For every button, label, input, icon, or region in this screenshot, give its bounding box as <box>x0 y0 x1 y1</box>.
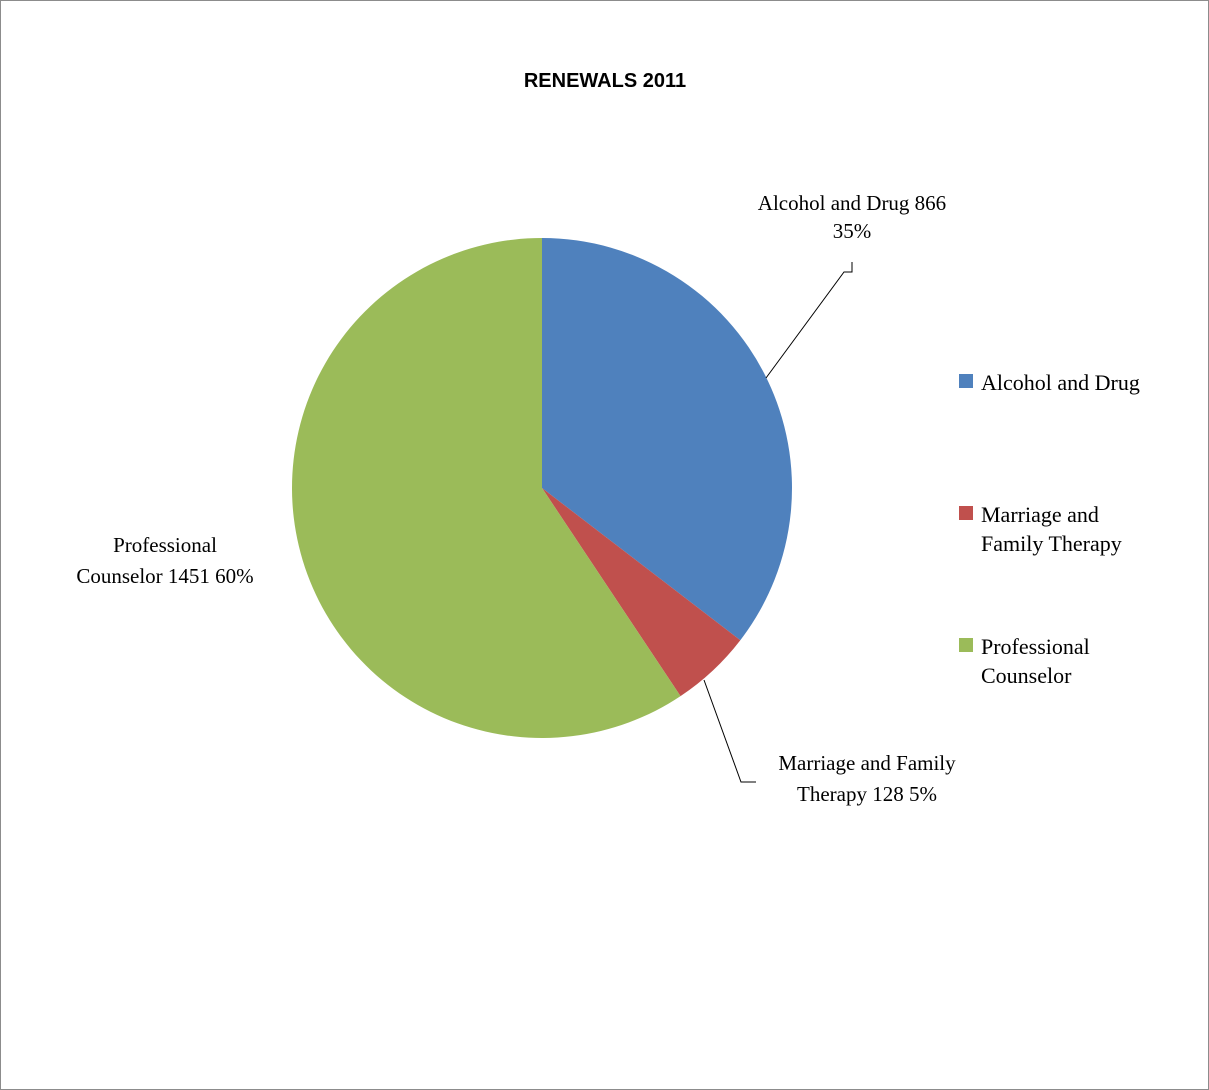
pie-slice-marriage-and-family-therapy <box>542 488 741 697</box>
pie-slice-professional-counselor <box>291 238 681 738</box>
legend-label-marriage-and-family-therapy: Marriage and Family Therapy <box>981 502 1122 556</box>
legend-label-alcohol-and-drug: Alcohol and Drug <box>981 370 1140 395</box>
legend-label-professional-counselor: Professional Counselor <box>981 634 1090 688</box>
leader-line-alcohol-and-drug <box>765 262 853 379</box>
data-label-professional-counselor: Professional Counselor 1451 60% <box>76 533 253 588</box>
pie-slice-alcohol-and-drug <box>542 238 792 641</box>
legend-swatch-professional-counselor <box>959 638 973 652</box>
pie-slices <box>291 238 792 738</box>
data-label-marriage-and-family-therapy: Marriage and Family Therapy 128 5% <box>778 751 956 806</box>
data-label-alcohol-and-drug: Alcohol and Drug 866 35% <box>758 191 946 243</box>
legend-swatch-marriage-and-family-therapy <box>959 506 973 520</box>
chart-title: RENEWALS 2011 <box>524 70 686 92</box>
leader-lines <box>703 262 853 783</box>
leader-line-marriage-and-family-therapy <box>703 679 756 783</box>
legend-swatch-alcohol-and-drug <box>959 374 973 388</box>
legend: Alcohol and Drug Marriage and Family Thera… <box>959 370 1140 688</box>
data-labels: Alcohol and Drug 866 35% Marriage and Fami… <box>76 191 956 806</box>
